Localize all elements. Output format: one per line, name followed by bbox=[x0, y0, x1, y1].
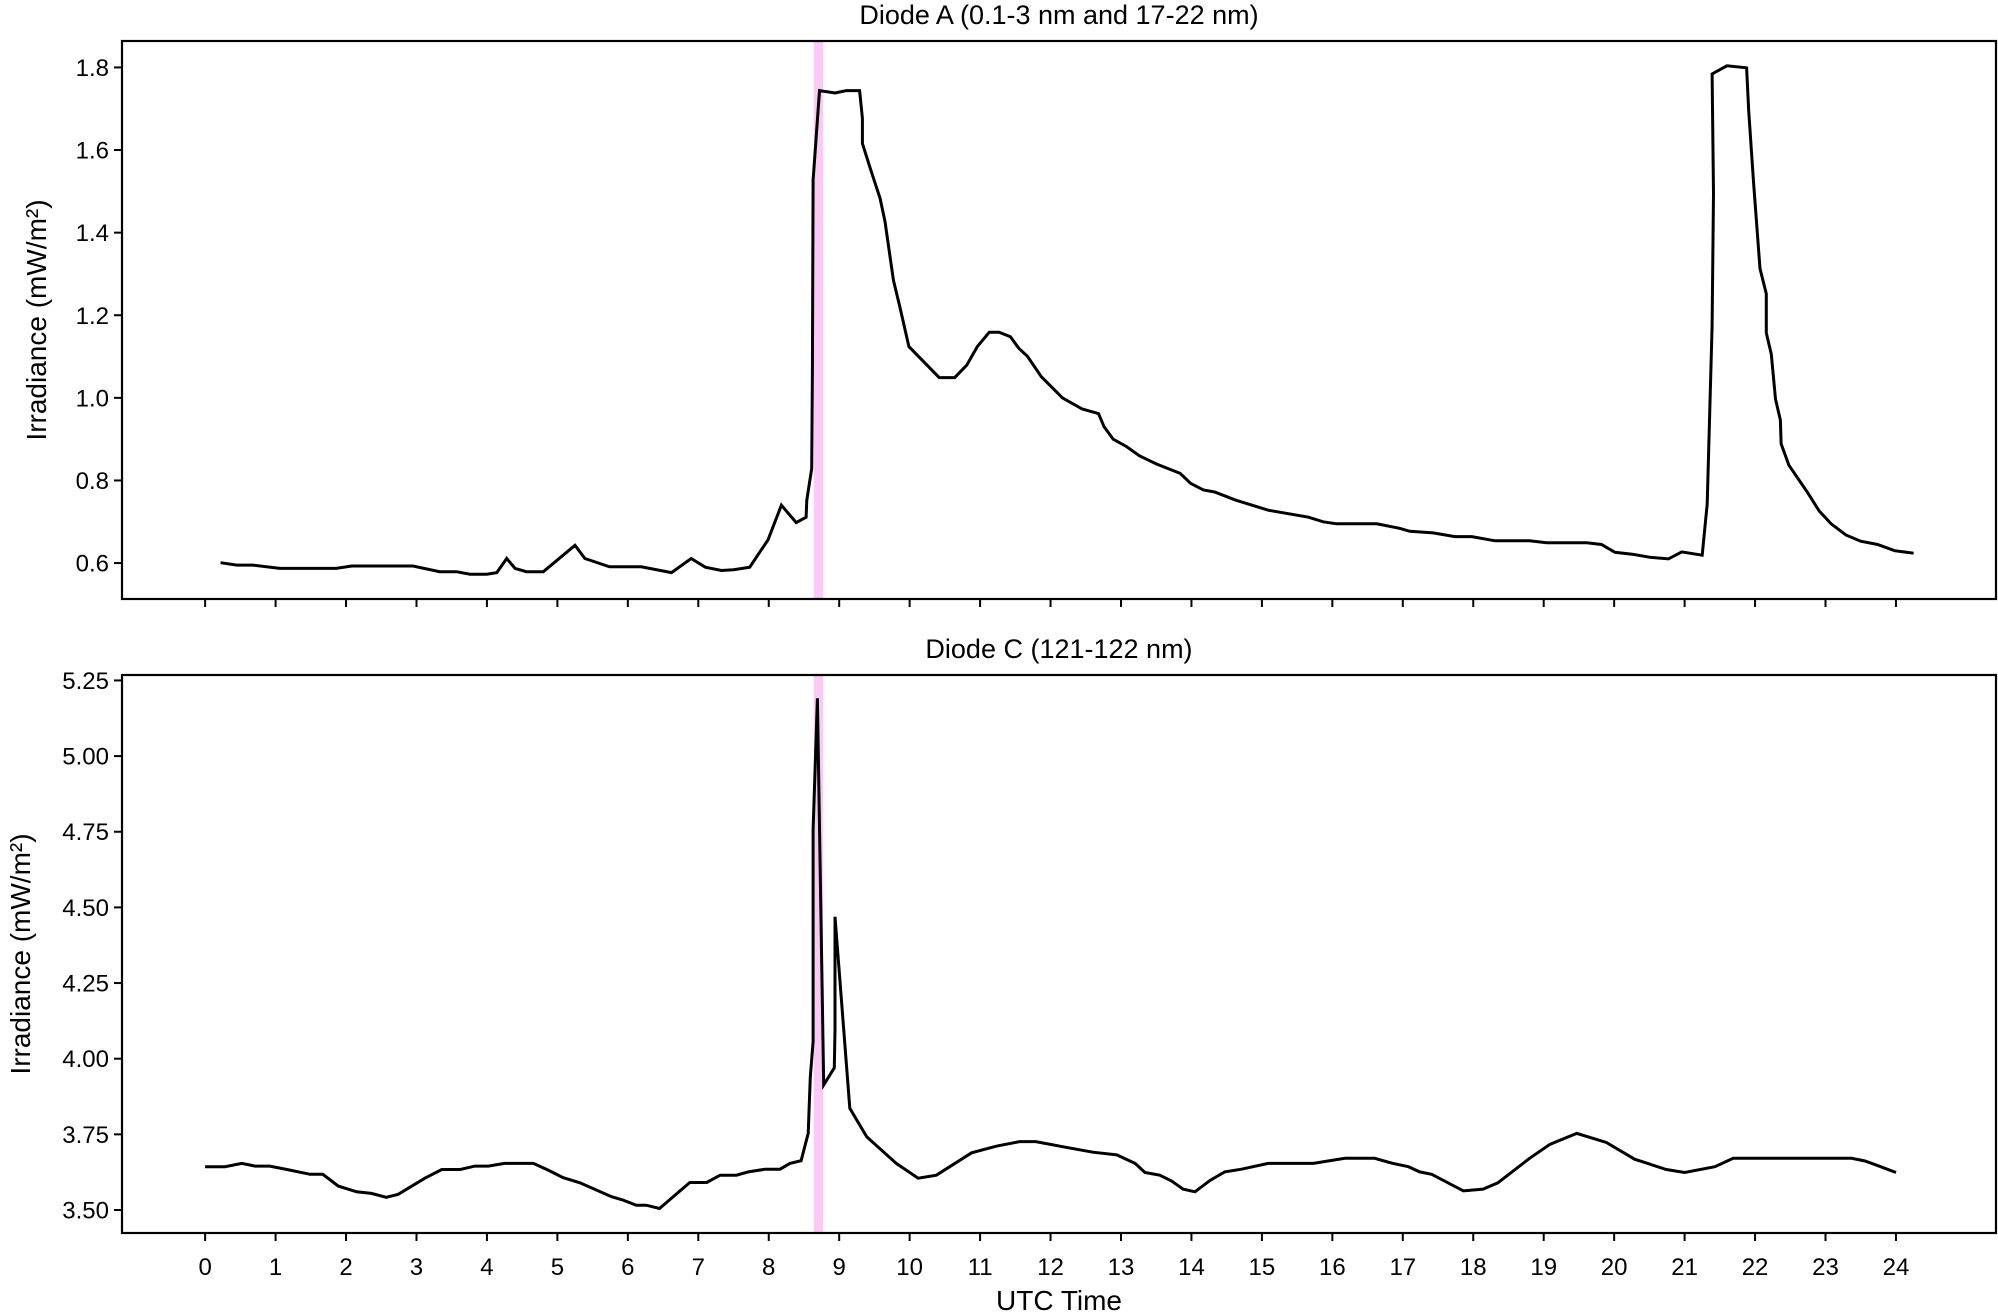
x-tick-label: 19 bbox=[1530, 1254, 1557, 1281]
x-tick-label: 9 bbox=[833, 1254, 846, 1281]
x-tick-label: 10 bbox=[896, 1254, 923, 1281]
y-tick-label: 0.6 bbox=[76, 551, 109, 578]
axes-frame bbox=[120, 39, 1998, 601]
y-tick-label: 4.25 bbox=[62, 971, 109, 998]
y-tick-label: 3.75 bbox=[62, 1122, 109, 1149]
y-tick-label: 1.6 bbox=[76, 138, 109, 165]
data-line bbox=[205, 698, 1897, 1211]
y-tick-label: 0.8 bbox=[76, 468, 109, 495]
x-tick-label: 0 bbox=[198, 1254, 211, 1281]
x-tick-label: 15 bbox=[1249, 1254, 1276, 1281]
x-tick-label: 22 bbox=[1742, 1254, 1769, 1281]
y-tick-label: 1.8 bbox=[76, 55, 109, 82]
x-tick-label: 2 bbox=[339, 1254, 352, 1281]
x-tick-label: 5 bbox=[551, 1254, 564, 1281]
highlight-band bbox=[813, 675, 823, 1233]
chart-title-diode-c: Diode C (121-122 nm) bbox=[925, 634, 1192, 664]
x-tick-label: 3 bbox=[410, 1254, 423, 1281]
x-tick-label: 24 bbox=[1883, 1254, 1910, 1281]
y-axis-label-diode-c: Irradiance (mW/m²) bbox=[5, 833, 36, 1074]
x-tick-label: 23 bbox=[1812, 1254, 1839, 1281]
y-tick-label: 4.00 bbox=[62, 1046, 109, 1073]
x-tick-label: 14 bbox=[1178, 1254, 1205, 1281]
x-tick-label: 17 bbox=[1389, 1254, 1416, 1281]
y-tick-label: 4.50 bbox=[62, 895, 109, 922]
x-tick-label: 16 bbox=[1319, 1254, 1346, 1281]
panel-diode-c: Diode C (121-122 nm) Irradiance (mW/m²) … bbox=[5, 634, 1998, 1312]
y-tick-label: 1.0 bbox=[76, 385, 109, 412]
x-tick-label: 4 bbox=[480, 1254, 493, 1281]
y-tick-label: 5.00 bbox=[62, 744, 109, 771]
x-tick-label: 6 bbox=[621, 1254, 634, 1281]
panel-diode-a: Diode A (0.1-3 nm and 17-22 nm) Irradian… bbox=[21, 0, 1998, 607]
x-tick-label: 7 bbox=[692, 1254, 705, 1281]
data-line bbox=[220, 64, 1914, 576]
x-tick-label: 18 bbox=[1460, 1254, 1487, 1281]
x-tick-label: 11 bbox=[968, 1254, 993, 1281]
x-tick-label: 12 bbox=[1037, 1254, 1064, 1281]
y-tick-label: 5.25 bbox=[62, 668, 109, 695]
x-tick-label: 8 bbox=[762, 1254, 775, 1281]
x-tick-label: 20 bbox=[1601, 1254, 1628, 1281]
y-tick-label: 1.4 bbox=[76, 220, 109, 247]
y-tick-label: 3.50 bbox=[62, 1198, 109, 1225]
y-axis-label-diode-a: Irradiance (mW/m²) bbox=[21, 199, 52, 440]
y-tick-label: 1.2 bbox=[76, 303, 109, 330]
y-tick-label: 4.75 bbox=[62, 819, 109, 846]
x-tick-label: 21 bbox=[1671, 1254, 1698, 1281]
x-tick-label: 1 bbox=[269, 1254, 282, 1281]
axes-frame bbox=[120, 673, 1998, 1235]
x-tick-label: 13 bbox=[1108, 1254, 1135, 1281]
highlight-band bbox=[813, 41, 823, 599]
x-axis-label: UTC Time bbox=[996, 1285, 1122, 1312]
chart-title-diode-a: Diode A (0.1-3 nm and 17-22 nm) bbox=[859, 0, 1258, 30]
